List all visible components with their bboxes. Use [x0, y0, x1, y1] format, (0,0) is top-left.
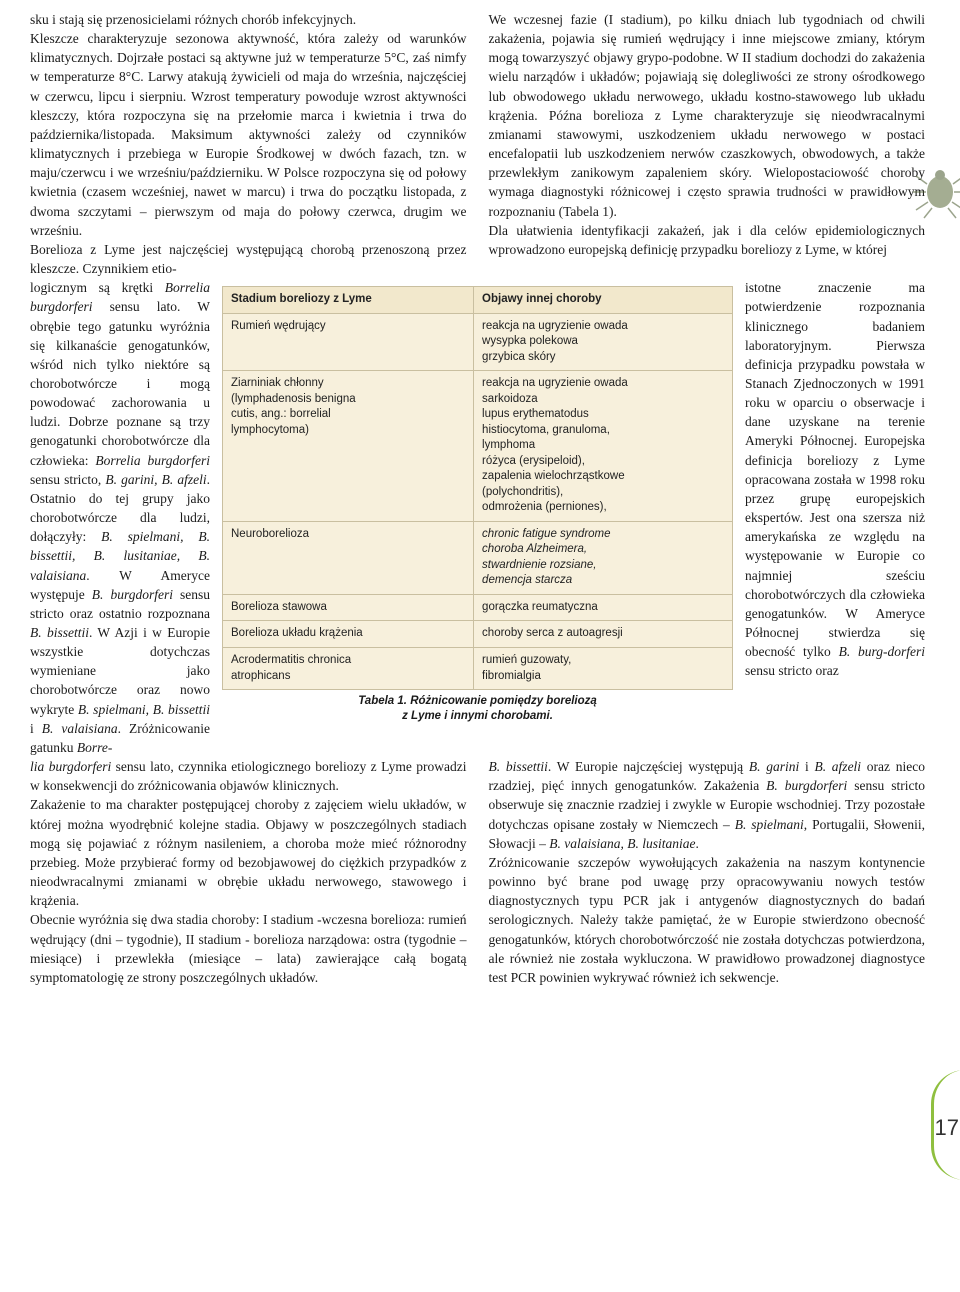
page-number: 17	[935, 1112, 959, 1143]
txt: . W Europie najczęściej występują	[548, 759, 749, 774]
narrow-right-para: istotne znaczenie ma potwierdzenie rozpo…	[745, 278, 925, 680]
differential-table: Stadium boreliozy z Lyme Objawy innej ch…	[222, 286, 733, 690]
italic-species: B. bissettii	[489, 759, 548, 774]
lower-columns: lia burgdorferi sensu lato, czynnika eti…	[30, 757, 925, 987]
italic-species: B. burgdorferi	[92, 587, 173, 602]
italic-species: B. burgdorferi	[766, 778, 847, 793]
txt: istotne znaczenie ma potwierdzenie rozpo…	[745, 280, 925, 659]
upper-columns: sku i stają się przenosicielami różnych …	[30, 10, 925, 278]
table-header-right: Objawy innej choroby	[474, 287, 733, 314]
narrow-left-para: logicznym są krętki Borrelia burgdorferi…	[30, 278, 210, 757]
page-number-badge: 17	[919, 1070, 960, 1180]
italic-species: lia burgdorferi	[30, 759, 111, 774]
narrow-left: logicznym są krętki Borrelia burgdorferi…	[30, 278, 210, 757]
cell: Rumień wędrujący	[223, 313, 474, 371]
cell: Ziarniniak chłonny (lymphadenosis benign…	[223, 371, 474, 522]
left-top-text: sku i stają się przenosicielami różnych …	[30, 10, 467, 278]
table-row: Rumień wędrującyreakcja na ugryzienie ow…	[223, 313, 733, 371]
txt: logicznym są krętki	[30, 280, 165, 295]
right-col-top: We wczesnej fazie (I stadium), po kilku …	[489, 10, 926, 278]
txt: i	[30, 721, 42, 736]
txt: sensu stricto,	[30, 472, 105, 487]
txt: reakcja na ugryzienie owada sarkoidoza l…	[482, 377, 628, 513]
italic-species: B. burg-	[839, 644, 888, 659]
table-caption: Tabela 1. Różnicowanie pomiędzy borelioz…	[222, 694, 733, 724]
narrow-right: istotne znaczenie ma potwierdzenie rozpo…	[745, 278, 925, 757]
italic-species: B. vala­isiana	[42, 721, 118, 736]
cell: Borelioza stawowa	[223, 594, 474, 621]
table-row: Borelioza stawowagorączka reumatyczna	[223, 594, 733, 621]
cell: Acrodermatitis chronica atrophicans	[223, 647, 474, 689]
left-bottom-text: lia burgdorferi sensu lato, czynnika eti…	[30, 757, 467, 987]
page-content: sku i stają się przenosicielami różnych …	[30, 10, 925, 987]
txt: . Zróżnicowanie szczepów wywołujących za…	[489, 836, 926, 985]
table-row: Acrodermatitis chronica atrophicansrumie…	[223, 647, 733, 689]
italic-species: B. afzeli	[814, 759, 861, 774]
center-zone: logicznym są krętki Borrelia burgdorferi…	[30, 278, 925, 757]
italic-species: dorferi	[888, 644, 926, 659]
cell: rumień guzowaty, fibromialgia	[474, 647, 733, 689]
cell: Borelioza układu krążenia	[223, 621, 474, 648]
italic-species: B. garini, B. afzeli	[105, 472, 206, 487]
italic-species: Borre-	[77, 740, 113, 755]
table-zone: Stadium boreliozy z Lyme Objawy innej ch…	[222, 278, 733, 757]
cell: reakcja na ugryzienie owada sarkoidoza l…	[474, 371, 733, 522]
tick-icon	[910, 160, 960, 220]
italic-species: B. valaisiana, B. lusitaniae	[549, 836, 695, 851]
italic-species: B. garini	[749, 759, 799, 774]
italic-species: Borrelia burg­dorferi	[95, 453, 210, 468]
cell: choroby serca z autoagresji	[474, 621, 733, 648]
table-row: Borelioza układu krążeniachoroby serca z…	[223, 621, 733, 648]
right-col-bottom: B. bissettii. W Europie najczęściej wyst…	[489, 757, 926, 987]
italic-species: B. bissettii	[30, 625, 89, 640]
txt: sensu lato. W obrębie tego gatunku wyróż…	[30, 299, 210, 467]
right-top-text: We wczesnej fazie (I stadium), po kilku …	[489, 10, 926, 259]
italic-species: B. spielmani	[735, 817, 804, 832]
txt: i	[799, 759, 814, 774]
cell: Neuroborelioza	[223, 521, 474, 594]
right-bottom-text: B. bissettii. W Europie najczęściej wyst…	[489, 757, 926, 987]
left-col-bottom: lia burgdorferi sensu lato, czynnika eti…	[30, 757, 467, 987]
differential-table-wrap: Stadium boreliozy z Lyme Objawy innej ch…	[222, 286, 733, 724]
italic-species: B. spiel­mani, B. bissettii	[78, 702, 210, 717]
table-header-left: Stadium boreliozy z Lyme	[223, 287, 474, 314]
txt: sensu lato, czynnika etiologicznego bore…	[30, 759, 467, 985]
txt: sensu stricto oraz	[745, 663, 839, 678]
cell: chronic fatigue syndrome choroba Alzheim…	[474, 521, 733, 594]
table-row: Ziarniniak chłonny (lymphadenosis benign…	[223, 371, 733, 522]
left-col-top: sku i stają się przenosicielami różnych …	[30, 10, 467, 278]
table-row: Neuroboreliozachronic fatigue syndrome c…	[223, 521, 733, 594]
cell: reakcja na ugryzienie owada wysypka pole…	[474, 313, 733, 371]
table-body: Rumień wędrującyreakcja na ugryzienie ow…	[223, 313, 733, 689]
cell: gorączka reumatyczna	[474, 594, 733, 621]
